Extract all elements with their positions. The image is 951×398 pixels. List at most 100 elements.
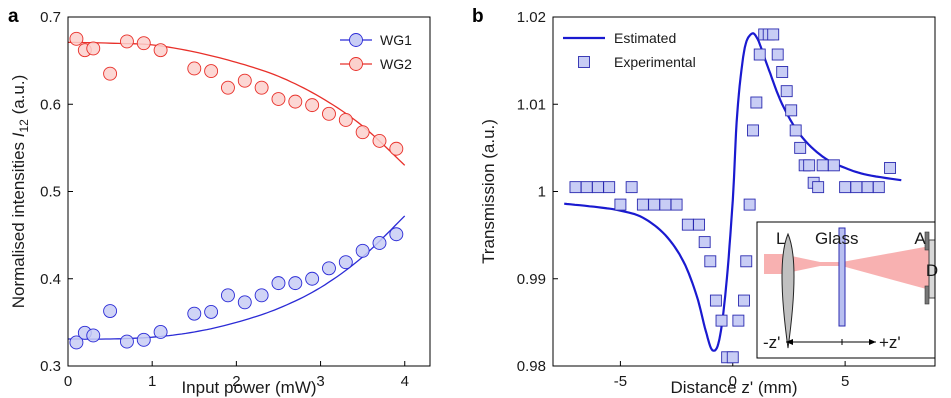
data-point-wg1 xyxy=(103,304,118,318)
data-point-wg2 xyxy=(136,36,151,51)
data-point-wg1 xyxy=(271,276,286,291)
experimental-point xyxy=(767,28,780,41)
experimental-point xyxy=(704,255,717,268)
panel-b-estimated-line xyxy=(564,32,902,352)
data-point-wg2 xyxy=(338,113,353,127)
panel-b-data-points xyxy=(569,28,897,364)
panel-letter-b: b xyxy=(472,6,484,27)
experimental-point xyxy=(698,236,711,249)
x-tick-label: 1 xyxy=(148,373,156,390)
experimental-point xyxy=(750,96,763,109)
data-point-wg1 xyxy=(254,288,269,303)
panel-b-y-axis-label: Transmission (a.u.) xyxy=(479,119,498,264)
data-point-wg1 xyxy=(372,236,387,250)
experimental-point xyxy=(839,181,852,194)
y-tick-label: 0.6 xyxy=(40,96,61,113)
experimental-point xyxy=(740,255,753,268)
data-point-wg2 xyxy=(288,94,303,109)
y-tick-label: 0.5 xyxy=(40,184,61,201)
experimental-point xyxy=(726,351,739,364)
data-point-wg1 xyxy=(305,271,320,286)
panel-a-ticks: 0 1 2 3 4 0.3 0.4 0.5 0.6 0.7 xyxy=(40,9,409,390)
x-tick-label: 0 xyxy=(64,373,72,390)
experimental-point xyxy=(732,314,745,327)
data-point-wg1 xyxy=(69,335,84,350)
experimental-point xyxy=(681,218,694,231)
experimental-point xyxy=(827,159,840,172)
experimental-point xyxy=(591,181,604,194)
data-point-wg1 xyxy=(119,334,134,349)
y-tick-label: 0.98 xyxy=(517,358,546,375)
experimental-point xyxy=(794,141,807,154)
legend-label-estimated: Estimated xyxy=(614,30,676,46)
data-point-wg1 xyxy=(86,328,101,343)
legend-marker-wg2 xyxy=(349,57,363,71)
data-point-wg1 xyxy=(338,255,353,270)
data-point-wg2 xyxy=(86,41,101,56)
y-tick-label: 0.3 xyxy=(40,358,61,375)
y-tick-label: 0.4 xyxy=(40,271,61,288)
legend-label-experimental: Experimental xyxy=(614,54,696,70)
experimental-point xyxy=(693,218,706,231)
y-tick-label: 0.99 xyxy=(517,271,546,288)
data-point-wg1 xyxy=(187,306,202,321)
experimental-point xyxy=(816,159,829,172)
x-tick-label: 2 xyxy=(232,373,240,390)
experimental-point xyxy=(884,161,897,174)
estimated-curve xyxy=(564,32,902,352)
data-point-wg2 xyxy=(119,34,134,49)
y-tick-label: 1 xyxy=(538,184,546,201)
experimental-point xyxy=(743,198,756,211)
panel-a-fit-lines xyxy=(67,41,406,340)
experimental-point xyxy=(753,48,766,61)
panel-b-ticks: -5 0 5 0.98 0.99 1 1.01 1.02 xyxy=(517,9,849,390)
data-point-wg1 xyxy=(153,325,168,339)
laser-beam xyxy=(764,246,930,290)
inset-label-lens: L xyxy=(776,229,785,248)
panel-a-data-points xyxy=(69,31,404,350)
y-tick-label: 0.7 xyxy=(40,9,61,26)
panel-b-x-axis-label: Distance z' (mm) xyxy=(671,378,798,397)
experimental-point xyxy=(780,85,793,98)
aperture-lower-icon xyxy=(924,285,930,305)
data-point-wg2 xyxy=(187,61,202,76)
experimental-point xyxy=(659,198,672,211)
data-point-wg2 xyxy=(69,31,84,46)
experimental-point xyxy=(715,314,728,327)
z-arrow-right-icon xyxy=(869,339,876,345)
experimental-point xyxy=(850,181,863,194)
inset-label-detector: D xyxy=(926,261,938,280)
data-point-wg1 xyxy=(204,304,219,319)
legend-marker-experimental xyxy=(578,56,590,68)
legend-label-wg1: WG1 xyxy=(380,32,412,48)
panel-a-plot-frame xyxy=(67,16,431,367)
data-point-wg1 xyxy=(221,288,235,303)
data-point-wg2 xyxy=(322,106,336,121)
panel-a-x-axis-label: Input power (mW) xyxy=(181,378,316,397)
fit-line-wg1 xyxy=(68,215,406,340)
experimental-point xyxy=(785,104,798,117)
panel-a-y-label-main: Normalised intensities xyxy=(9,137,28,308)
data-point-wg1 xyxy=(136,332,151,347)
data-point-wg2 xyxy=(389,141,404,156)
data-point-wg1 xyxy=(322,261,336,276)
experimental-point xyxy=(776,66,789,78)
experimental-point xyxy=(614,198,627,211)
experimental-point xyxy=(738,294,750,307)
data-point-wg2 xyxy=(372,133,387,148)
experimental-point xyxy=(812,181,825,194)
x-tick-label: 3 xyxy=(316,373,324,390)
panel-a-y-label-unit: (a.u.) xyxy=(9,75,28,119)
glass-sample-icon xyxy=(838,227,846,327)
data-point-wg1 xyxy=(389,227,404,242)
inset-label-minus-z: -z' xyxy=(763,333,780,352)
panel-a-y-label-var: I xyxy=(9,132,28,137)
data-point-wg2 xyxy=(271,92,286,106)
data-point-wg2 xyxy=(305,98,320,113)
data-point-wg2 xyxy=(221,80,235,95)
x-tick-label: 5 xyxy=(841,373,849,390)
data-point-wg2 xyxy=(254,80,269,95)
experimental-point xyxy=(861,181,874,194)
